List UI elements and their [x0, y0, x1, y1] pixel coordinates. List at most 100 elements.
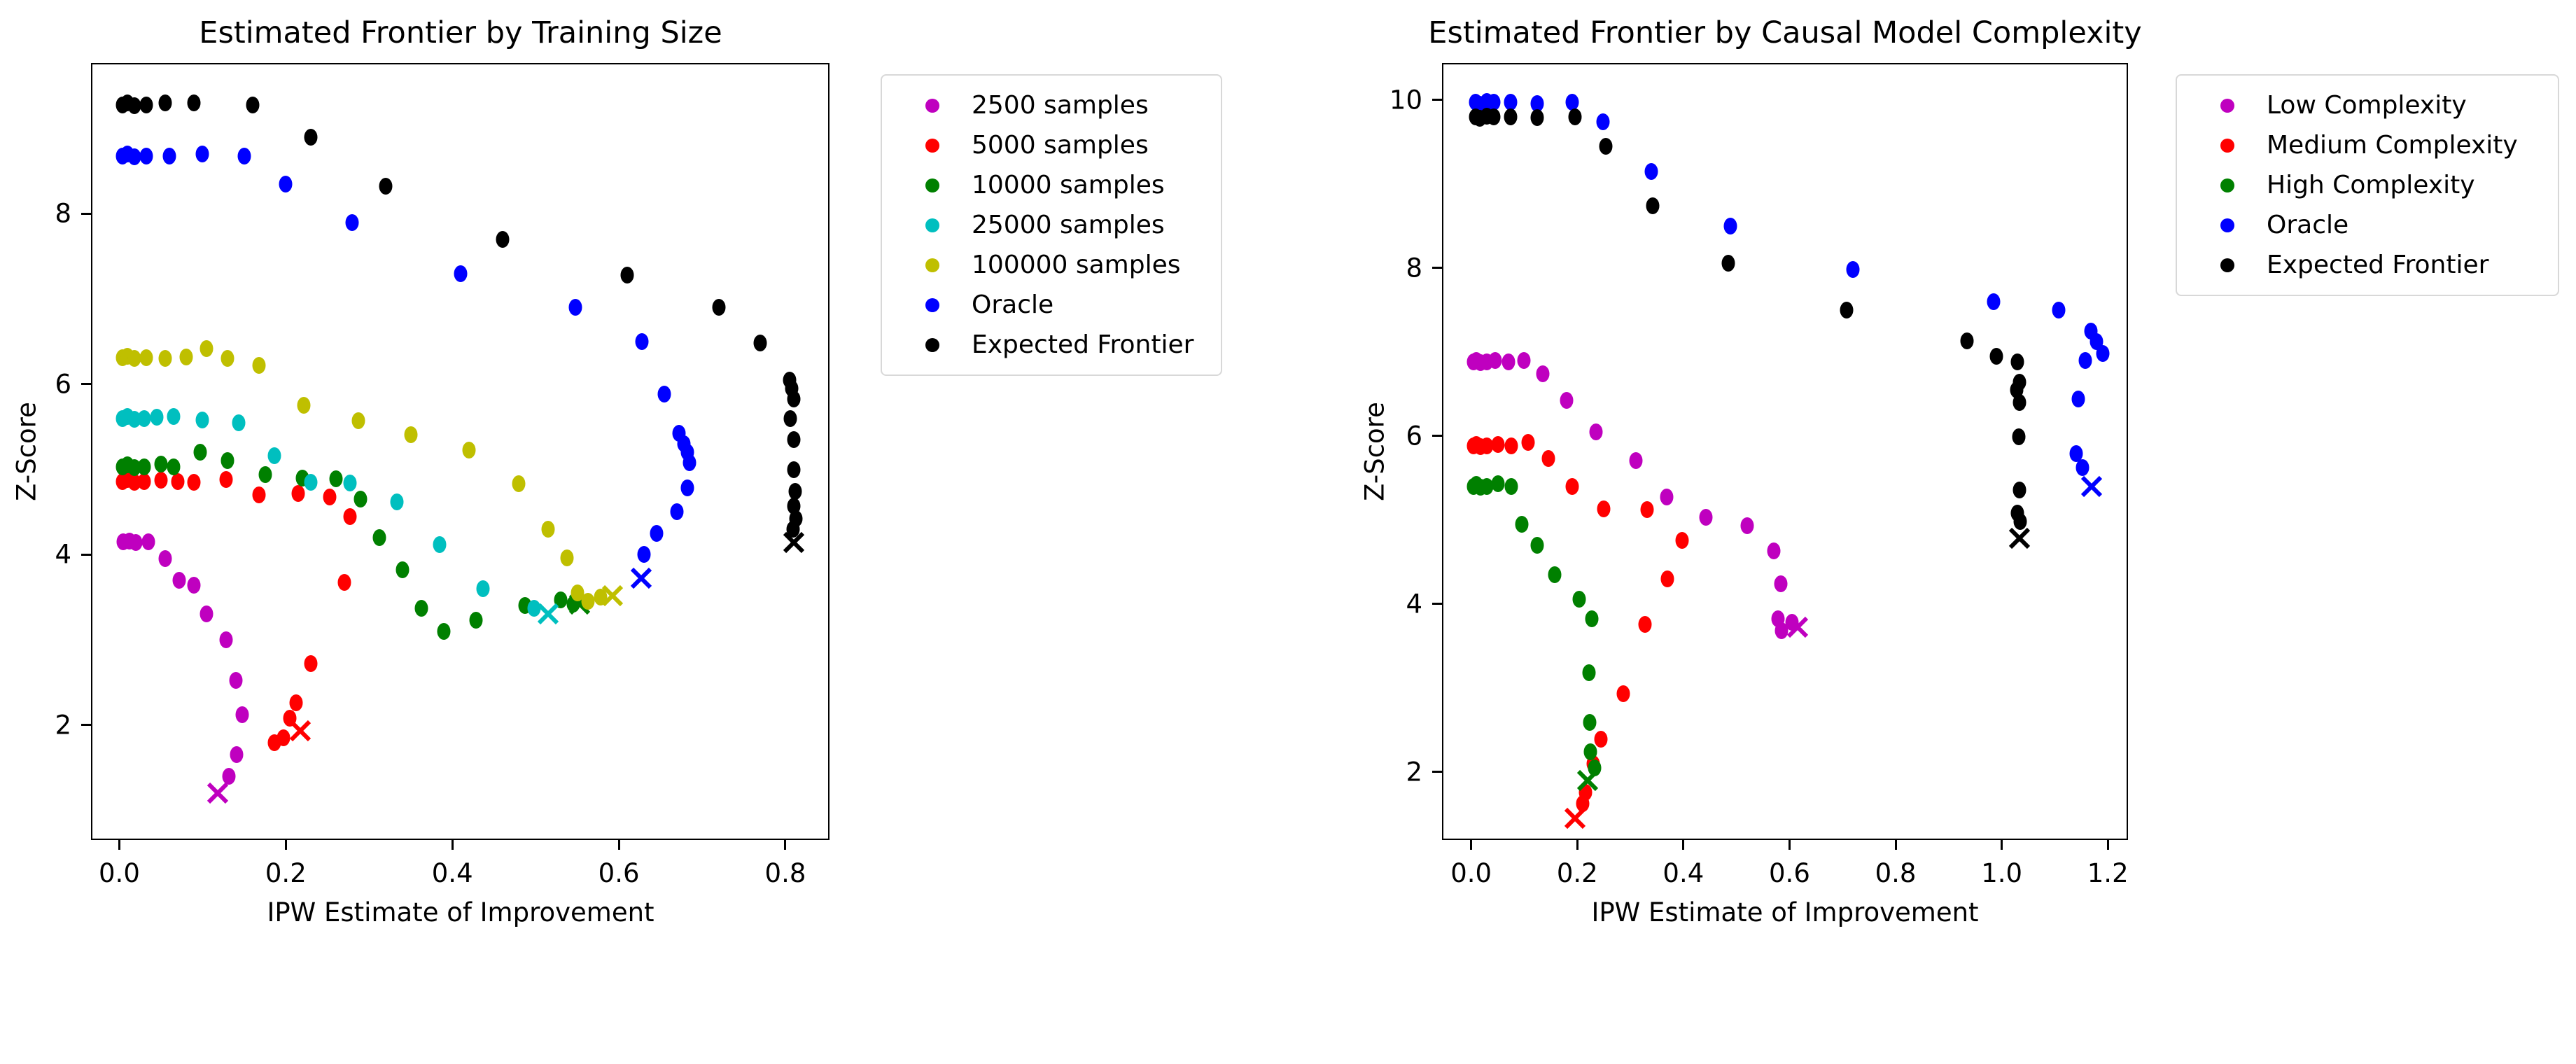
legend-marker-dot	[925, 178, 939, 192]
scatter-point	[1568, 108, 1582, 125]
scatter-point	[219, 631, 233, 648]
axes-box	[1442, 63, 2128, 840]
scatter-point	[1960, 332, 1974, 350]
scatter-point	[1721, 254, 1735, 272]
scatter-point	[2069, 445, 2083, 462]
scatter-point	[150, 409, 164, 426]
scatter-point	[1504, 94, 1518, 111]
scatter-point	[560, 550, 574, 567]
scatter-point	[787, 390, 801, 407]
scatter-point	[554, 591, 568, 608]
scatter-point	[345, 214, 359, 231]
scatter-point	[1504, 477, 1518, 495]
scatter-point	[304, 128, 318, 146]
scatter-point	[1548, 566, 1562, 583]
scatter-point	[496, 230, 510, 248]
y-tick-mark	[81, 212, 91, 215]
scatter-point	[1487, 94, 1501, 111]
x-tick-label: 0.6	[1769, 858, 1810, 888]
scatter-point	[187, 473, 201, 491]
x-tick-label: 0.6	[598, 858, 640, 888]
legend-marker-dot	[2220, 218, 2234, 232]
y-axis-label: Z-Score	[1359, 402, 1390, 501]
scatter-point	[1491, 435, 1505, 453]
scatter-point	[581, 593, 595, 610]
x-tick-mark	[1894, 840, 1897, 850]
scatter-point	[219, 471, 233, 489]
scatter-point	[252, 357, 266, 374]
scatter-point	[232, 414, 246, 431]
scatter-point	[1660, 570, 1674, 587]
legend-item-label: 100000 samples	[972, 251, 1181, 279]
legend-item: 25000 samples	[882, 205, 1221, 245]
scatter-point	[1594, 731, 1608, 748]
scatter-point	[167, 458, 181, 475]
scatter-point	[2012, 393, 2026, 411]
x-tick-mark	[617, 840, 620, 850]
legend-item: Oracle	[2177, 205, 2558, 245]
y-tick-mark	[81, 724, 91, 727]
scatter-point	[680, 479, 694, 497]
scatter-point	[712, 299, 726, 316]
scatter-point	[289, 694, 303, 712]
scatter-point	[1582, 664, 1596, 682]
scatter-point	[787, 461, 801, 478]
axes-box	[91, 63, 830, 840]
scatter-point	[137, 472, 151, 490]
legend-item: Expected Frontier	[882, 325, 1221, 365]
x-tick-mark	[1682, 840, 1685, 850]
legend-marker-dot	[925, 218, 939, 232]
scatter-point	[162, 147, 176, 164]
scatter-point	[343, 507, 357, 525]
scatter-point	[1504, 108, 1518, 125]
scatter-point	[1597, 500, 1611, 518]
scatter-point	[1646, 197, 1660, 214]
x-axis-label: IPW Estimate of Improvement	[1591, 897, 1979, 927]
scatter-point	[1583, 743, 1597, 760]
scatter-point	[1699, 509, 1713, 526]
scatter-point	[200, 606, 214, 623]
x-tick-label: 1.2	[2087, 858, 2129, 888]
scatter-point	[462, 441, 476, 458]
x-tick-label: 0.4	[1662, 858, 1704, 888]
frontier-x-marker	[601, 584, 624, 608]
frontier-x-marker	[288, 719, 312, 743]
scatter-point	[304, 655, 318, 673]
x-tick-label: 0.8	[1875, 858, 1917, 888]
scatter-point	[127, 410, 141, 428]
x-tick-mark	[1576, 840, 1578, 850]
scatter-point	[220, 350, 234, 368]
scatter-point	[1616, 685, 1630, 703]
scatter-point	[139, 147, 153, 164]
scatter-point	[372, 528, 386, 546]
scatter-point	[1596, 113, 1610, 130]
scatter-point	[637, 546, 651, 564]
scatter-point	[1987, 293, 2001, 310]
y-tick-label: 8	[55, 198, 71, 229]
scatter-point	[1502, 354, 1516, 371]
x-tick-mark	[1788, 840, 1791, 850]
x-tick-mark	[2106, 840, 2109, 850]
scatter-point	[137, 458, 151, 475]
y-tick-label: 2	[1406, 757, 1422, 788]
scatter-point	[154, 456, 168, 473]
y-tick-mark	[1432, 603, 1442, 606]
legend-marker-dot	[925, 258, 939, 272]
scatter-point	[354, 491, 368, 508]
scatter-point	[1660, 489, 1674, 506]
scatter-point	[1640, 501, 1654, 519]
legend-marker-dot	[925, 98, 939, 113]
legend-item: 10000 samples	[882, 165, 1221, 205]
scatter-point	[2012, 428, 2026, 445]
scatter-point	[1774, 622, 1788, 640]
scatter-point	[2012, 481, 2026, 498]
y-tick-label: 10	[1389, 85, 1422, 115]
scatter-point	[1480, 477, 1494, 495]
legend-item-label: Oracle	[972, 290, 1054, 319]
scatter-point	[127, 97, 141, 114]
scatter-point	[1638, 615, 1652, 633]
scatter-point	[657, 386, 671, 403]
scatter-point	[469, 611, 482, 629]
scatter-point	[167, 408, 181, 426]
